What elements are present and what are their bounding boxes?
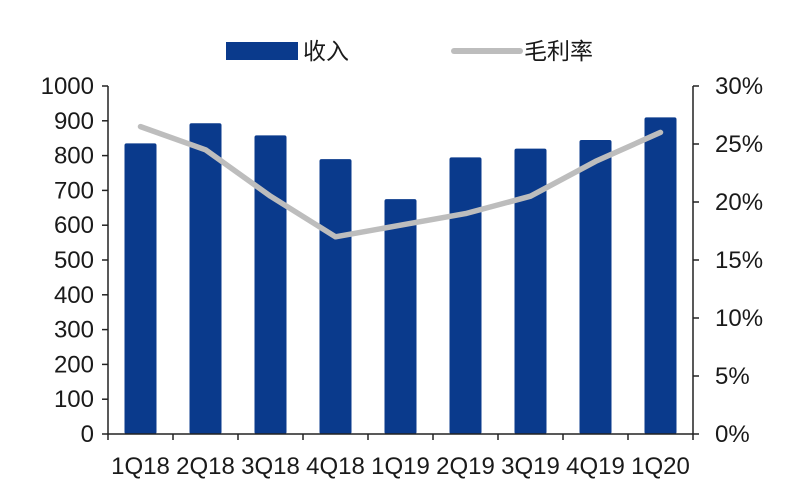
legend-label-revenue: 收入 bbox=[303, 39, 349, 65]
right-tick-label: 15% bbox=[715, 247, 763, 274]
x-tick-label: 4Q18 bbox=[306, 453, 365, 480]
x-tick-label: 1Q20 bbox=[631, 453, 690, 480]
right-tick-label: 25% bbox=[715, 131, 763, 158]
margin-line-layer bbox=[137, 123, 664, 240]
x-tick-label: 2Q19 bbox=[436, 453, 495, 480]
revenue-bar-2Q18 bbox=[189, 123, 222, 435]
revenue-bar-1Q18 bbox=[124, 143, 157, 435]
right-axis-ticks: 0% 5% 10% 15% 20% 25% 30% bbox=[693, 73, 763, 448]
left-axis-ticks: 0 100 200 300 400 500 600 700 800 900 1000 bbox=[41, 73, 108, 448]
revenue-bar-4Q18 bbox=[319, 159, 352, 434]
left-tick-label: 700 bbox=[54, 177, 94, 204]
left-tick-label: 200 bbox=[54, 351, 94, 378]
revenue-bar-3Q18 bbox=[254, 135, 287, 434]
revenue-bar-4Q19 bbox=[579, 139, 612, 434]
right-tick-label: 0% bbox=[715, 421, 750, 448]
left-tick-label: 100 bbox=[54, 386, 94, 413]
revenue-bar-1Q20 bbox=[644, 117, 677, 434]
x-tick-label: 4Q19 bbox=[566, 453, 625, 480]
left-tick-label: 1000 bbox=[41, 73, 94, 100]
right-tick-label: 20% bbox=[715, 189, 763, 216]
x-tick-label: 1Q18 bbox=[111, 453, 170, 480]
x-axis-ticks: 1Q18 2Q18 3Q18 4Q18 1Q19 2Q19 3Q19 4Q19 1Q20 bbox=[107, 434, 694, 480]
x-tick-label: 3Q18 bbox=[241, 453, 300, 480]
right-tick-label: 10% bbox=[715, 305, 763, 332]
x-tick-label: 1Q19 bbox=[371, 453, 430, 480]
left-tick-label: 500 bbox=[54, 247, 94, 274]
left-tick-label: 400 bbox=[54, 282, 94, 309]
legend: 收入 毛利率 bbox=[226, 39, 593, 65]
revenue-bars bbox=[124, 117, 677, 435]
x-tick-label: 3Q19 bbox=[501, 453, 560, 480]
revenue-bar-2Q19 bbox=[449, 157, 482, 434]
left-tick-label: 0 bbox=[81, 421, 94, 448]
legend-label-margin: 毛利率 bbox=[524, 39, 593, 65]
left-tick-label: 800 bbox=[54, 143, 94, 170]
right-tick-label: 30% bbox=[715, 73, 763, 100]
legend-swatch-revenue bbox=[226, 42, 298, 60]
revenue-bar-1Q19 bbox=[384, 199, 417, 434]
left-tick-label: 900 bbox=[54, 108, 94, 135]
x-tick-label: 2Q18 bbox=[176, 453, 235, 480]
right-tick-label: 5% bbox=[715, 363, 750, 390]
left-tick-label: 600 bbox=[54, 212, 94, 239]
left-tick-label: 300 bbox=[54, 317, 94, 344]
revenue-bar-3Q19 bbox=[514, 148, 547, 434]
